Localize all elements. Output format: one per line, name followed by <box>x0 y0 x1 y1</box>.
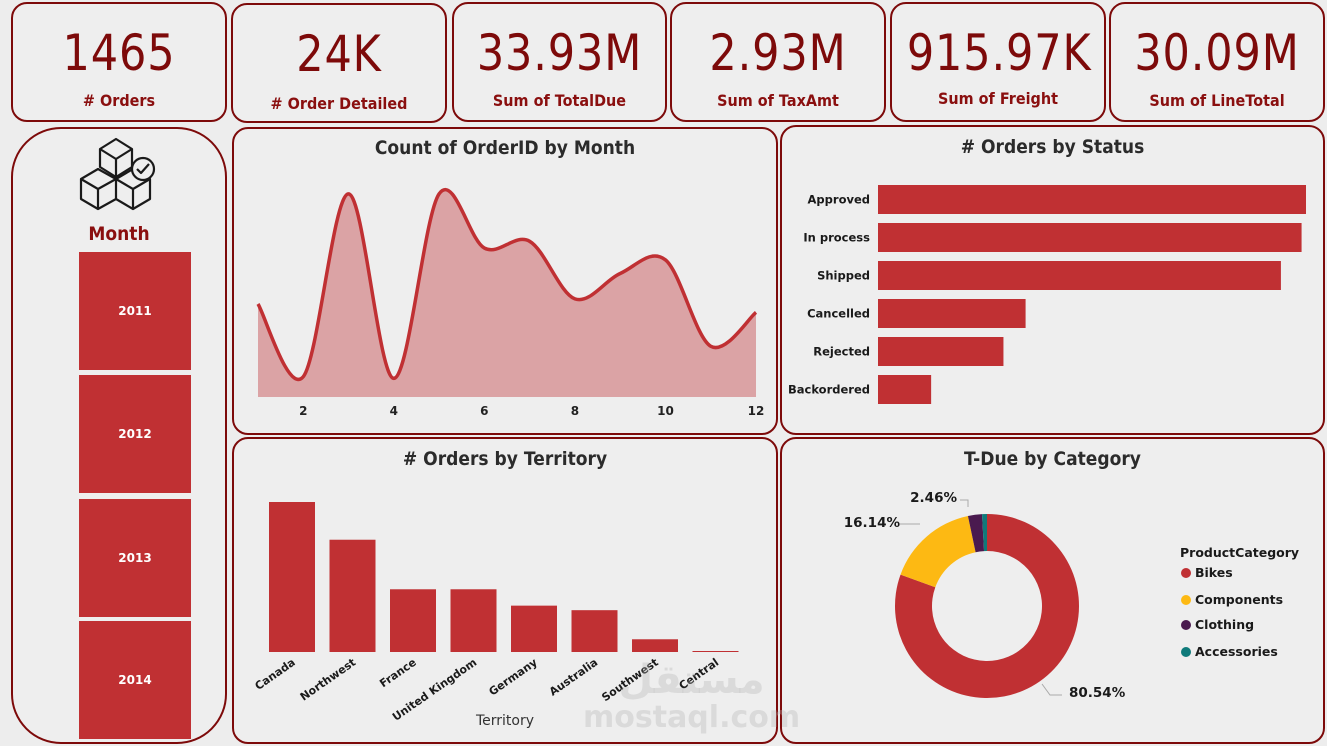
territory-bar[interactable] <box>329 539 376 652</box>
donut-slice-components[interactable] <box>900 515 976 588</box>
orders-by-month-card: Count of OrderID by Month 2 4 6 8 10 12 <box>232 127 778 435</box>
donut-slice-accessories[interactable] <box>982 514 987 552</box>
slicer-item-2012[interactable]: 2012 <box>79 375 191 493</box>
category-label: Northwest <box>298 656 358 704</box>
category-label: France <box>377 656 418 690</box>
status-bar[interactable] <box>878 185 1306 214</box>
tdue-by-category-card: T-Due by Category 80.54% 16.14% 2.46% Produ… <box>780 437 1325 744</box>
kpi-card-orders: 1465 # Orders <box>11 2 227 122</box>
x-tick-label: 12 <box>748 404 765 418</box>
kpi-label: Sum of LineTotal <box>1149 91 1285 110</box>
chart-title: T-Due by Category <box>964 448 1141 470</box>
status-bar[interactable] <box>878 299 1026 328</box>
territory-bar[interactable] <box>632 639 678 652</box>
legend-marker <box>1181 595 1191 605</box>
data-label: 16.14% <box>844 515 901 531</box>
data-label: 80.54% <box>1069 685 1126 701</box>
category-label: Cancelled <box>807 307 870 321</box>
x-tick-label: 10 <box>657 404 674 418</box>
territory-bar[interactable] <box>571 610 618 652</box>
legend-title: ProductCategory <box>1180 545 1299 560</box>
leader-line <box>1041 683 1062 696</box>
boxes-check-icon <box>79 137 156 211</box>
status-bar[interactable] <box>878 223 1302 252</box>
slicer-title: Month <box>88 223 150 245</box>
tdue-by-category-chart: 80.54% 16.14% 2.46% ProductCategory Bikes Com… <box>844 490 1299 701</box>
legend-item-clothing[interactable]: Clothing <box>1195 617 1254 632</box>
kpi-value: 24K <box>296 25 382 83</box>
legend-item-components[interactable]: Components <box>1195 592 1283 607</box>
legend-item-accessories[interactable]: Accessories <box>1195 644 1278 659</box>
data-label: 2.46% <box>910 490 957 506</box>
category-label: Central <box>677 656 722 693</box>
x-tick-label: 2 <box>299 404 307 418</box>
legend-marker <box>1181 647 1191 657</box>
kpi-card-freight: 915.97K Sum of Freight <box>890 2 1106 122</box>
legend-marker <box>1181 568 1191 578</box>
kpi-label: # Orders <box>82 91 156 110</box>
category-label: Germany <box>487 656 540 699</box>
legend-marker <box>1181 620 1191 630</box>
donut-slice-bikes[interactable] <box>895 514 1079 698</box>
month-slicer: Month 2011 2012 2013 2014 <box>11 127 227 744</box>
kpi-value: 33.93M <box>476 24 643 82</box>
legend-item-bikes[interactable]: Bikes <box>1195 565 1233 580</box>
territory-bar[interactable] <box>692 651 739 652</box>
kpi-label: Sum of TaxAmt <box>717 91 839 110</box>
kpi-label: # Order Detailed <box>270 94 408 113</box>
kpi-card-tax-amt: 2.93M Sum of TaxAmt <box>670 2 886 122</box>
kpi-value: 1465 <box>62 24 176 82</box>
chart-title: Count of OrderID by Month <box>374 137 636 159</box>
territory-bar[interactable] <box>450 589 497 652</box>
x-tick-label: 8 <box>571 404 579 418</box>
orders-by-territory-card: # Orders by Territory Canada Northwest Fra… <box>232 437 778 744</box>
orders-by-status-chart: Approved In process Shipped Cancelled Reject… <box>788 185 1306 404</box>
status-bar[interactable] <box>878 261 1281 290</box>
category-label: In process <box>803 231 870 245</box>
kpi-label: Sum of TotalDue <box>492 91 627 110</box>
territory-bar[interactable] <box>511 605 557 652</box>
orders-by-status-card: # Orders by Status Approved In process Shi… <box>780 125 1325 435</box>
kpi-card-line-total: 30.09M Sum of LineTotal <box>1109 2 1325 122</box>
kpi-card-order-detailed: 24K # Order Detailed <box>231 3 447 123</box>
category-label: Backordered <box>788 383 870 397</box>
category-label: Australia <box>547 656 600 699</box>
territory-bar[interactable] <box>269 502 315 652</box>
category-label: Shipped <box>817 269 870 283</box>
slicer-item-2011[interactable]: 2011 <box>79 252 191 370</box>
kpi-label: Sum of Freight <box>938 89 1058 108</box>
category-label: Canada <box>253 656 298 693</box>
status-bar[interactable] <box>878 337 1004 366</box>
area-fill <box>258 189 756 397</box>
kpi-value: 2.93M <box>709 24 847 82</box>
area-line <box>256 188 758 382</box>
chart-title: # Orders by Territory <box>402 448 608 470</box>
x-tick-label: 6 <box>480 404 488 418</box>
leader-line <box>960 499 969 507</box>
category-label: Southwest <box>599 656 660 704</box>
category-label: Rejected <box>813 345 870 359</box>
slicer-item-2013[interactable]: 2013 <box>79 499 191 617</box>
donut-slice-clothing[interactable] <box>967 514 985 553</box>
x-axis-title: Territory <box>475 713 535 729</box>
slicer-item-2014[interactable]: 2014 <box>79 621 191 739</box>
chart-title: # Orders by Status <box>960 136 1145 158</box>
orders-by-month-chart: 2 4 6 8 10 12 <box>256 188 765 418</box>
status-bar[interactable] <box>878 375 932 404</box>
x-tick-label: 4 <box>390 404 398 418</box>
kpi-value: 915.97K <box>906 24 1092 82</box>
kpi-card-total-due: 33.93M Sum of TotalDue <box>452 2 667 122</box>
kpi-value: 30.09M <box>1134 24 1300 82</box>
territory-bar[interactable] <box>390 589 436 652</box>
category-label: Approved <box>808 193 870 207</box>
